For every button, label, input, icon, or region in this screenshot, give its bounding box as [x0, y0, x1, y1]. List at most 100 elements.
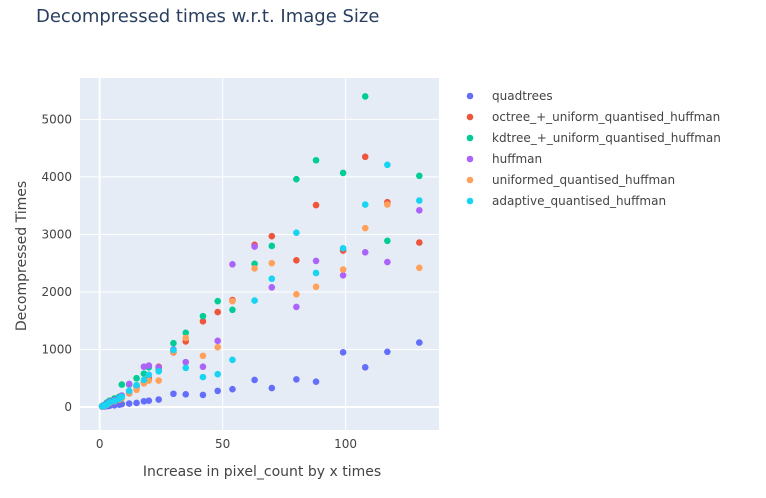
- data-point[interactable]: [229, 306, 236, 314]
- legend-item[interactable]: adaptive_quantised_huffman: [466, 194, 666, 208]
- data-point[interactable]: [312, 269, 320, 277]
- data-point[interactable]: [251, 265, 258, 272]
- data-point[interactable]: [214, 337, 221, 345]
- data-point[interactable]: [339, 244, 347, 252]
- data-point[interactable]: [293, 229, 300, 237]
- data-point[interactable]: [214, 370, 221, 378]
- data-point[interactable]: [361, 248, 369, 256]
- legend-label: octree_+_uniform_quantised_huffman: [492, 110, 720, 124]
- data-point[interactable]: [229, 297, 236, 305]
- data-point[interactable]: [293, 290, 300, 298]
- data-point[interactable]: [416, 339, 423, 346]
- data-point[interactable]: [384, 161, 391, 169]
- data-point[interactable]: [268, 259, 276, 267]
- data-point[interactable]: [170, 346, 177, 354]
- data-point[interactable]: [384, 237, 391, 245]
- data-point[interactable]: [361, 153, 369, 161]
- axis-ticks: 0 1000 2000 3000 4000 5000 0 50 100: [41, 112, 357, 451]
- data-point[interactable]: [199, 312, 207, 320]
- data-point[interactable]: [339, 169, 347, 177]
- data-point[interactable]: [312, 378, 320, 385]
- data-point[interactable]: [229, 356, 236, 364]
- data-point[interactable]: [182, 364, 190, 372]
- data-point[interactable]: [361, 93, 369, 100]
- data-point[interactable]: [199, 391, 207, 399]
- data-point[interactable]: [361, 201, 369, 208]
- data-point[interactable]: [416, 197, 423, 204]
- data-point[interactable]: [361, 364, 369, 371]
- data-point[interactable]: [416, 206, 423, 214]
- data-point[interactable]: [199, 363, 207, 371]
- data-point[interactable]: [384, 201, 391, 208]
- data-point[interactable]: [293, 303, 300, 311]
- data-point[interactable]: [214, 297, 221, 305]
- data-point[interactable]: [339, 266, 347, 273]
- legend-item[interactable]: kdtree_+_uniform_quantised_huffman: [466, 131, 721, 145]
- data-point[interactable]: [182, 358, 190, 366]
- data-point[interactable]: [182, 391, 190, 398]
- legend-item[interactable]: octree_+_uniform_quantised_huffman: [466, 110, 721, 124]
- data-point[interactable]: [251, 297, 258, 304]
- data-point[interactable]: [268, 275, 276, 283]
- data-point[interactable]: [312, 257, 320, 265]
- data-point[interactable]: [229, 261, 236, 268]
- data-point[interactable]: [199, 352, 207, 360]
- data-point[interactable]: [125, 400, 133, 407]
- data-point[interactable]: [251, 260, 258, 268]
- data-point[interactable]: [293, 257, 300, 264]
- data-point[interactable]: [416, 264, 423, 272]
- data-point[interactable]: [293, 175, 300, 183]
- data-point[interactable]: [293, 376, 300, 383]
- data-point[interactable]: [140, 370, 148, 377]
- data-point[interactable]: [145, 377, 153, 384]
- data-point[interactable]: [384, 258, 391, 266]
- data-point[interactable]: [125, 380, 133, 388]
- data-point[interactable]: [251, 243, 258, 250]
- data-point[interactable]: [268, 242, 276, 250]
- data-point[interactable]: [118, 381, 126, 388]
- data-point[interactable]: [170, 339, 177, 347]
- legend-item[interactable]: quadtrees: [466, 89, 553, 103]
- data-point[interactable]: [145, 362, 153, 369]
- data-point[interactable]: [155, 368, 162, 375]
- data-point[interactable]: [416, 172, 423, 180]
- data-point[interactable]: [339, 349, 347, 356]
- data-point[interactable]: [133, 381, 140, 389]
- data-point[interactable]: [133, 386, 140, 394]
- data-point[interactable]: [133, 374, 140, 382]
- data-point[interactable]: [361, 224, 369, 232]
- data-point[interactable]: [145, 371, 153, 379]
- data-point[interactable]: [214, 343, 221, 351]
- data-point[interactable]: [182, 334, 190, 342]
- data-point[interactable]: [229, 385, 236, 393]
- data-point[interactable]: [251, 376, 258, 384]
- data-point[interactable]: [145, 397, 153, 404]
- data-point[interactable]: [140, 363, 148, 371]
- data-point[interactable]: [214, 308, 221, 316]
- data-point[interactable]: [268, 284, 276, 291]
- data-point[interactable]: [384, 348, 391, 356]
- data-point[interactable]: [312, 156, 320, 164]
- data-point[interactable]: [312, 201, 320, 209]
- data-point[interactable]: [155, 377, 162, 384]
- data-point[interactable]: [125, 387, 133, 395]
- data-point[interactable]: [170, 390, 177, 398]
- data-point[interactable]: [182, 329, 190, 337]
- data-point[interactable]: [416, 239, 423, 246]
- data-point[interactable]: [199, 373, 207, 381]
- y-tick-label: 0: [64, 400, 72, 414]
- data-point[interactable]: [268, 232, 276, 240]
- legend[interactable]: quadtrees octree_+_uniform_quantised_huff…: [466, 89, 721, 208]
- data-point[interactable]: [214, 387, 221, 395]
- data-point[interactable]: [312, 283, 320, 291]
- legend-item[interactable]: huffman: [466, 152, 542, 166]
- data-point[interactable]: [133, 399, 140, 407]
- legend-item[interactable]: uniformed_quantised_huffman: [466, 173, 675, 187]
- data-point[interactable]: [339, 271, 347, 279]
- data-point[interactable]: [140, 397, 148, 405]
- data-point[interactable]: [155, 396, 162, 403]
- data-point[interactable]: [268, 384, 276, 392]
- data-point[interactable]: [199, 317, 207, 325]
- data-point[interactable]: [140, 376, 148, 384]
- data-point[interactable]: [118, 393, 126, 400]
